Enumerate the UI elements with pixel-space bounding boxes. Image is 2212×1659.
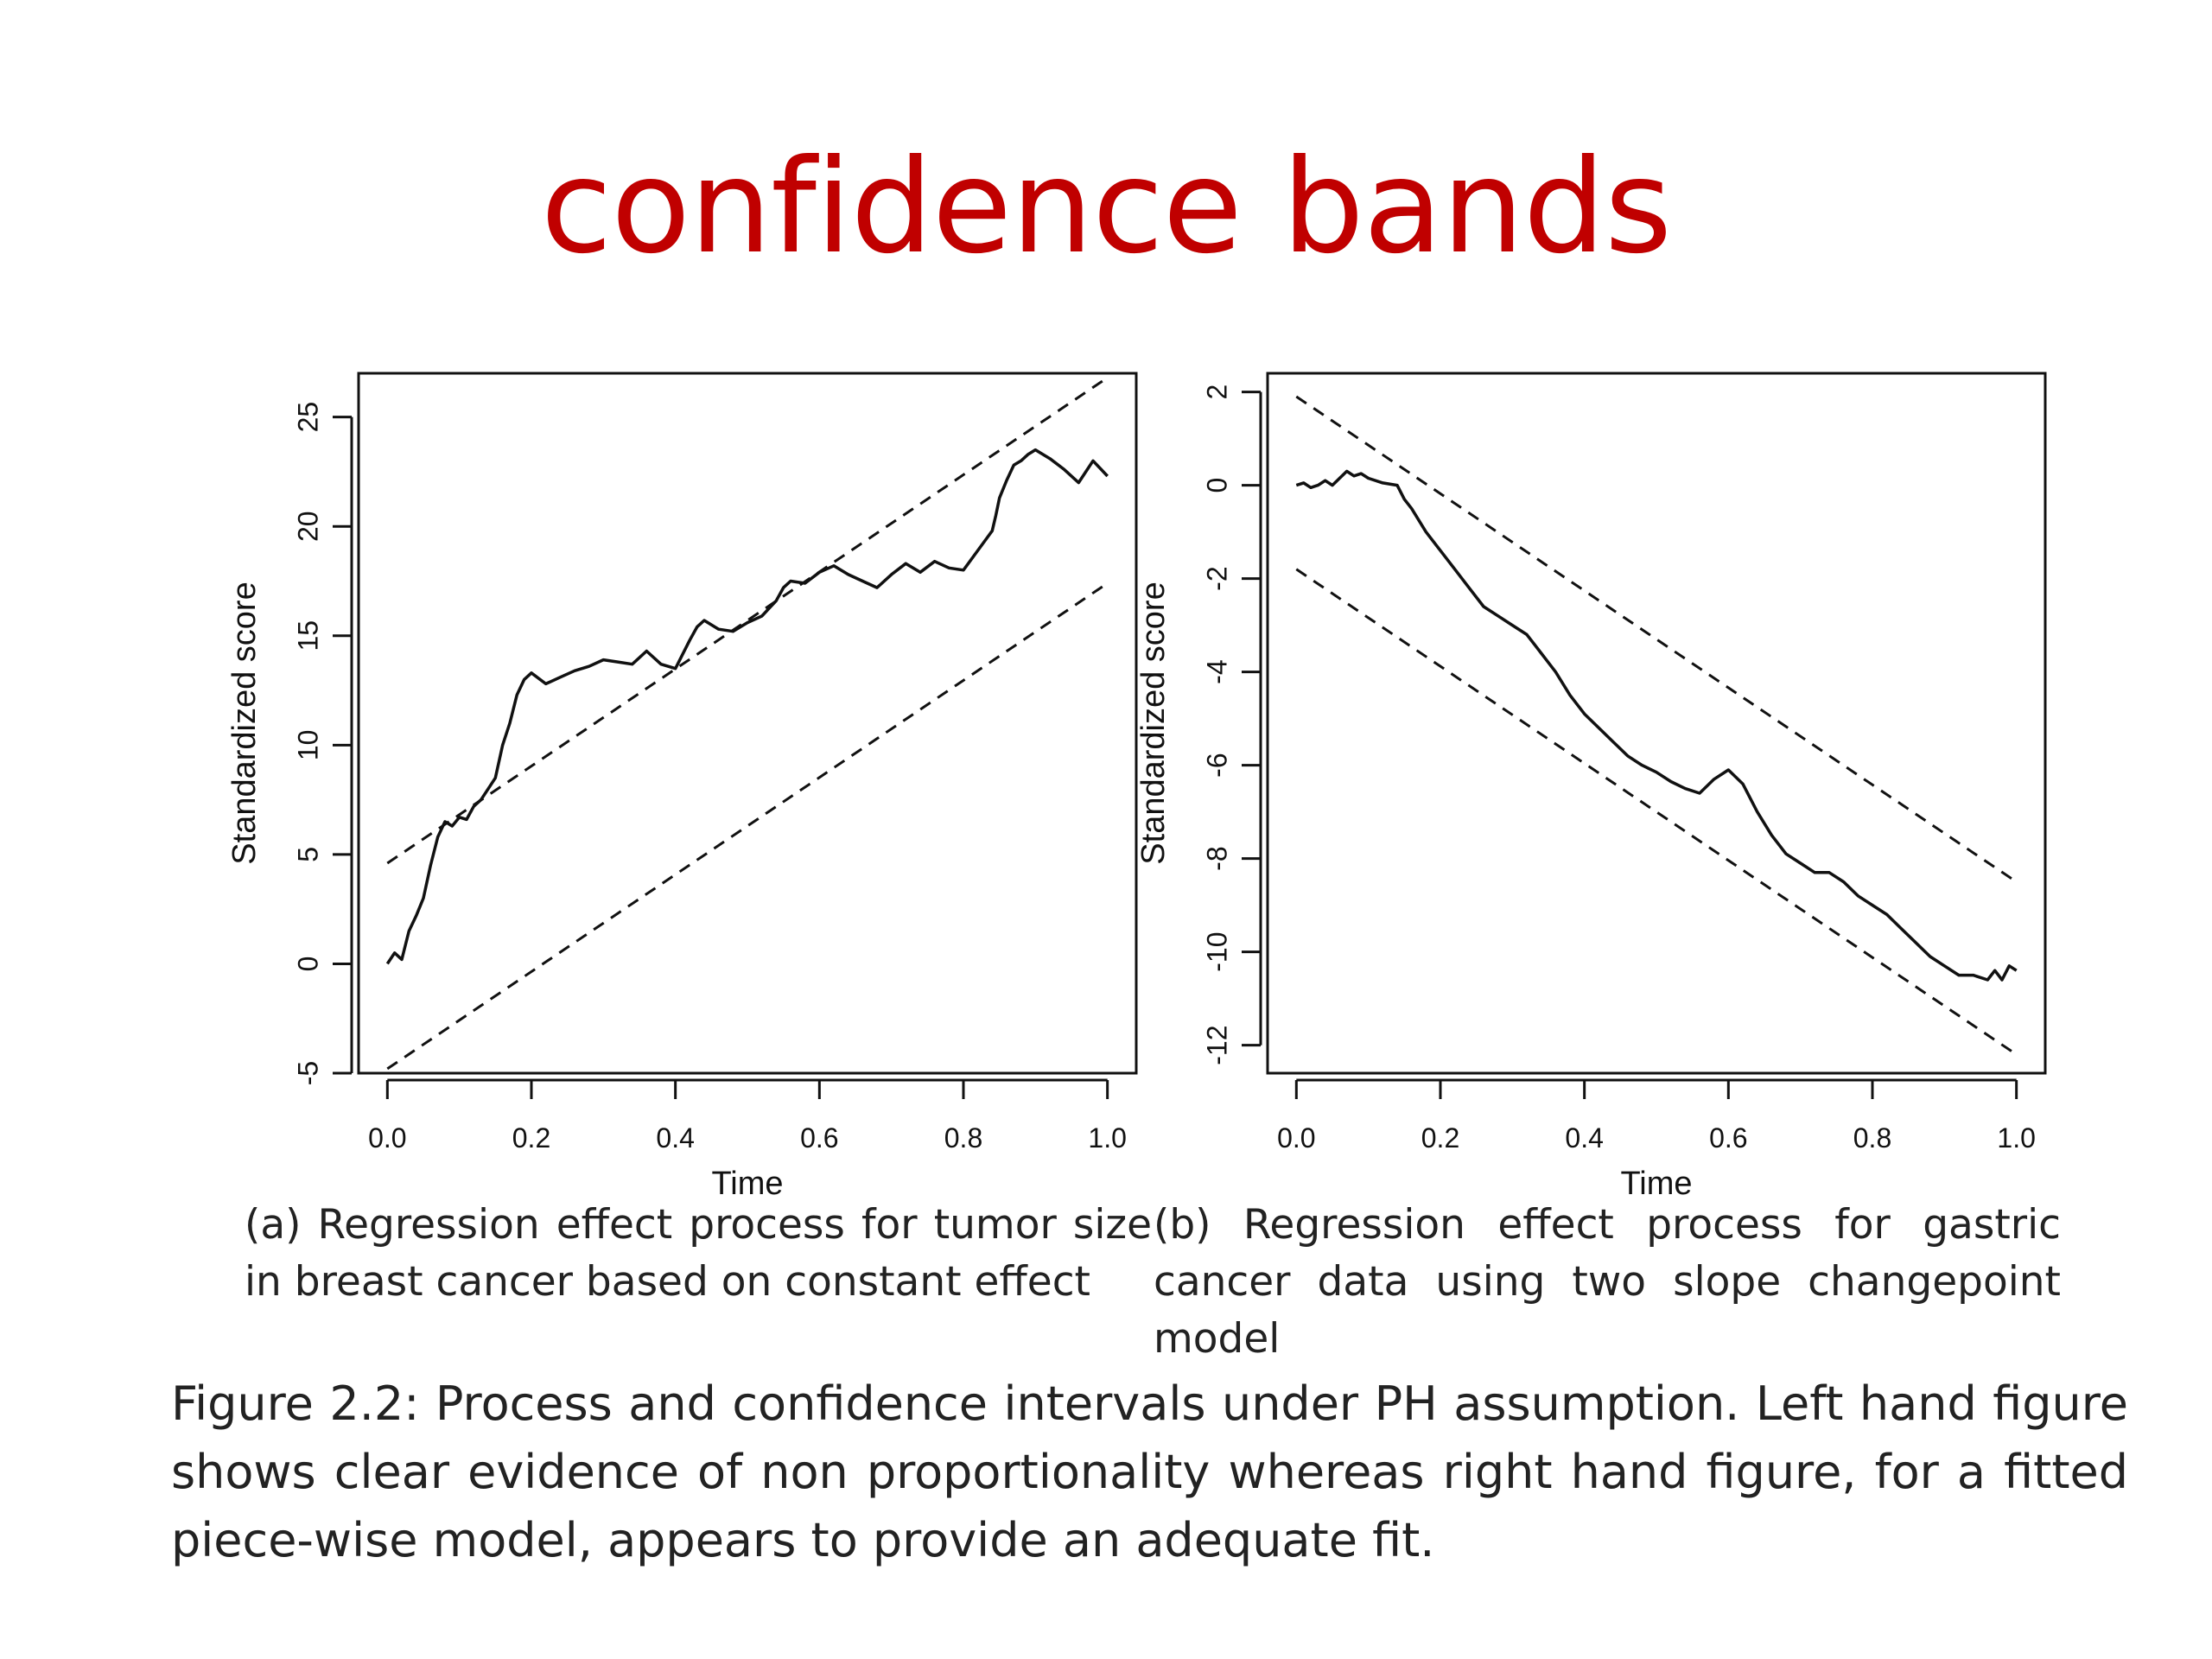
x-tick-label: 0.6 (1709, 1122, 1747, 1154)
plot-frame (1266, 372, 2047, 1075)
x-tick-label: 0.0 (368, 1122, 406, 1154)
x-tick-label: 1.0 (1088, 1122, 1126, 1154)
x-tick-label: 0.8 (1853, 1122, 1891, 1154)
y-tick-label: -6 (1201, 753, 1232, 777)
chart-panel-a: 0.0 0.2 0.4 0.6 0.8 1.0 Time -5 0 5 10 15 20 25 Standa… (225, 346, 1141, 1210)
y-axis-label: Standardized score (226, 582, 263, 864)
y-tick-label: -12 (1201, 1025, 1232, 1065)
x-axis-label: Time (1620, 1166, 1692, 1202)
confidence-band-line (386, 376, 1109, 865)
confidence-band-line (386, 582, 1109, 1071)
process-line (385, 448, 1109, 965)
y-tick-label: -2 (1201, 566, 1232, 590)
confidence-band-line (1295, 568, 2018, 1056)
y-tick-label: 20 (292, 511, 323, 542)
figure-caption: Figure 2.2: Process and confidence inter… (171, 1376, 2128, 1567)
y-tick-label: -8 (1201, 846, 1232, 870)
process-line (1295, 469, 2018, 982)
y-tick-label: 10 (292, 730, 323, 761)
y-tick-label: 5 (292, 847, 323, 862)
x-tick-label: 0.2 (512, 1122, 550, 1154)
y-tick-label: -5 (292, 1061, 323, 1085)
subfigure-caption-a: (a) Regression effect process for tumor … (245, 1201, 1152, 1306)
chart-panel-b: 0.0 0.2 0.4 0.6 0.8 1.0 Time -12 -10 -8 -6 -4 -2 0 2 St… (1134, 346, 2050, 1210)
x-axis-label: Time (711, 1166, 783, 1202)
x-tick-label: 0.0 (1277, 1122, 1315, 1154)
y-tick-label: -10 (1201, 931, 1232, 971)
y-tick-label: 25 (292, 402, 323, 433)
x-tick-label: 0.8 (944, 1122, 982, 1154)
slide-title: confidence bands (540, 132, 1672, 283)
x-tick-label: 0.6 (800, 1122, 838, 1154)
chart-a-svg: 0.0 0.2 0.4 0.6 0.8 1.0 Time -5 0 5 10 15 20 25 Standa… (226, 372, 1138, 1202)
chart-b-svg: 0.0 0.2 0.4 0.6 0.8 1.0 Time -12 -10 -8 -6 -4 -2 0 2 St… (1135, 372, 2047, 1202)
y-tick-label: 2 (1201, 385, 1232, 400)
y-tick-label: -4 (1201, 659, 1232, 683)
y-tick-label: 15 (292, 620, 323, 652)
plot-frame (357, 372, 1138, 1075)
x-tick-label: 0.4 (656, 1122, 694, 1154)
x-tick-label: 1.0 (1997, 1122, 2035, 1154)
y-tick-label: 0 (292, 957, 323, 972)
x-tick-label: 0.4 (1565, 1122, 1603, 1154)
y-tick-label: 0 (1201, 478, 1232, 493)
confidence-band-line (1295, 395, 2018, 883)
subfigure-caption-b: (b) Regression effect process for gastri… (1154, 1201, 2061, 1363)
y-axis-label: Standardized score (1135, 582, 1172, 864)
x-tick-label: 0.2 (1421, 1122, 1459, 1154)
